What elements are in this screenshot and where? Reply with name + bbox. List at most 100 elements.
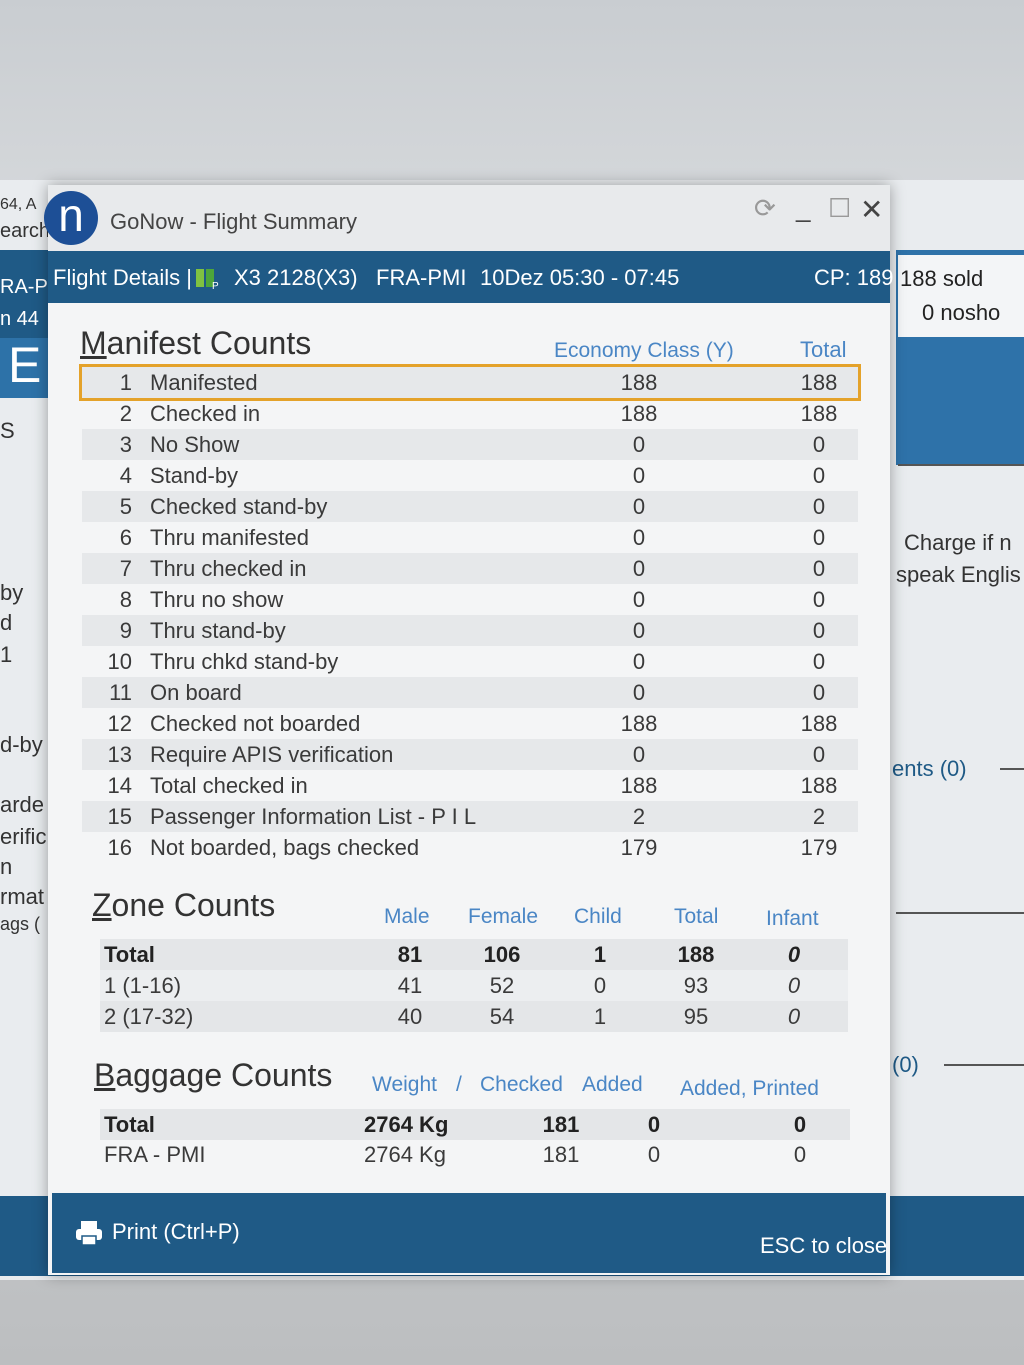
economy-value: 0 — [632, 742, 646, 767]
esc-to-close[interactable]: ESC to close — [760, 1233, 888, 1258]
total-value: 0 — [812, 432, 826, 457]
zone-col-child: Child — [574, 905, 622, 928]
manifest-row[interactable]: 11 On board 0 0 — [82, 677, 858, 708]
economy-value: 2 — [632, 804, 646, 829]
row-label: Thru stand-by — [150, 618, 286, 643]
flight-summary-dialog: n GoNow - Flight Summary ⟳ _ ☐ ✕ Flight … — [44, 185, 894, 1275]
baggage-weight: 2764 Kg — [364, 1112, 449, 1137]
manifest-counts-title: Manifest Counts — [80, 325, 312, 361]
total-header: Total — [800, 337, 847, 362]
row-label: Checked in — [150, 401, 261, 426]
row-number: 10 — [107, 649, 132, 674]
app-logo: n — [44, 191, 98, 245]
printer-icon[interactable] — [74, 1219, 104, 1247]
zone-infant: 0 — [787, 973, 801, 998]
baggage-row[interactable]: Total 2764 Kg 181 0 0 — [100, 1109, 850, 1140]
row-number: 16 — [107, 835, 132, 860]
total-value: 0 — [812, 742, 826, 767]
flight-details-label: Flight Details | — [53, 265, 192, 290]
manifest-row[interactable]: 16 Not boarded, bags checked 179 179 — [82, 832, 858, 863]
print-button[interactable]: Print (Ctrl+P) — [112, 1219, 240, 1244]
baggage-col-weight: Weight — [372, 1073, 437, 1096]
manifest-row[interactable]: 7 Thru checked in 0 0 — [82, 553, 858, 584]
zone-row[interactable]: 2 (17-32) 40 54 1 95 0 — [100, 1001, 848, 1032]
manifest-row[interactable]: 3 No Show 0 0 — [82, 429, 858, 460]
manifest-row[interactable]: 8 Thru no show 0 0 — [82, 584, 858, 615]
economy-class-header: Economy Class (Y) — [554, 339, 734, 362]
economy-value: 188 — [620, 711, 658, 736]
manifest-row[interactable]: 15 Passenger Information List - P I L 2 … — [82, 801, 858, 832]
baggage-checked: 181 — [542, 1112, 580, 1137]
manifest-row[interactable]: 9 Thru stand-by 0 0 — [82, 615, 858, 646]
total-value: 188 — [800, 401, 838, 426]
zone-col-female: Female — [468, 905, 539, 928]
manifest-row[interactable]: 1 Manifested 188 188 — [79, 364, 861, 401]
zone-male: 81 — [397, 942, 423, 967]
minimize-button[interactable]: _ — [796, 193, 811, 223]
row-number: 9 — [119, 618, 132, 643]
zone-label: 2 (17-32) — [104, 1004, 194, 1029]
manifest-row[interactable]: 4 Stand-by 0 0 — [82, 460, 858, 491]
economy-value: 0 — [632, 494, 646, 519]
bg-divider — [896, 912, 1024, 914]
capacity: CP: 189 — [814, 265, 894, 290]
economy-value: 188 — [620, 401, 658, 426]
flight-datetime: 10Dez 05:30 - 07:45 — [480, 265, 680, 290]
economy-value: 0 — [632, 649, 646, 674]
economy-value: 0 — [632, 680, 646, 705]
bg-fragment: RA-P — [0, 276, 48, 298]
bg-fragment: speak Englis — [896, 562, 1021, 587]
manifest-row[interactable]: 13 Require APIS verification 0 0 — [82, 739, 858, 770]
manifest-row[interactable]: 10 Thru chkd stand-by 0 0 — [82, 646, 858, 677]
zone-total: 95 — [683, 1004, 709, 1029]
economy-value: 179 — [620, 835, 658, 860]
refresh-icon[interactable]: ⟳ — [754, 193, 776, 223]
manifest-row[interactable]: 6 Thru manifested 0 0 — [82, 522, 858, 553]
row-number: 14 — [107, 773, 132, 798]
bg-fragment: earch — [0, 220, 51, 242]
bg-sold-count: 188 sold — [900, 266, 984, 291]
bg-fragment: d — [0, 610, 13, 635]
row-label: On board — [150, 680, 242, 705]
maximize-button[interactable]: ☐ — [828, 193, 852, 223]
row-label: Thru manifested — [150, 525, 309, 550]
baggage-col-added: Added — [582, 1073, 643, 1096]
bg-fragment: 1 — [0, 642, 13, 667]
total-value: 0 — [812, 649, 826, 674]
bg-fragment: Charge if n — [904, 530, 1012, 555]
zone-total: 188 — [677, 942, 715, 967]
row-label: Manifested — [150, 370, 258, 395]
flight-route: FRA-PMI — [376, 265, 467, 290]
svg-text:P: P — [212, 281, 219, 291]
zone-col-male: Male — [384, 905, 430, 928]
zone-infant: 0 — [787, 942, 801, 967]
manifest-row[interactable]: 12 Checked not boarded 188 188 — [82, 708, 858, 739]
total-value: 0 — [812, 680, 826, 705]
total-value: 0 — [812, 525, 826, 550]
total-value: 188 — [800, 773, 838, 798]
baggage-checked: 181 — [542, 1142, 580, 1167]
zone-row[interactable]: Total 81 106 1 188 0 — [100, 939, 848, 970]
bg-fragment: (0) — [892, 1052, 919, 1077]
bg-fragment: d-by — [0, 732, 43, 757]
manifest-row[interactable]: 5 Checked stand-by 0 0 — [82, 491, 858, 522]
manifest-row[interactable]: 2 Checked in 188 188 — [82, 398, 858, 429]
close-button[interactable]: ✕ — [860, 194, 884, 225]
background-right-panel — [898, 255, 1024, 337]
title-bar[interactable]: n GoNow - Flight Summary ⟳ _ ☐ ✕ — [44, 185, 890, 251]
window-title: GoNow - Flight Summary — [110, 209, 357, 234]
manifest-row[interactable]: 14 Total checked in 188 188 — [82, 770, 858, 801]
baggage-row[interactable]: FRA - PMI 2764 Kg 181 0 0 — [100, 1139, 850, 1170]
bg-fragment: n — [0, 854, 13, 879]
row-number: 15 — [107, 804, 132, 829]
baggage-label: FRA - PMI — [104, 1142, 206, 1167]
baggage-added: 0 — [647, 1112, 661, 1137]
zone-row[interactable]: 1 (1-16) 41 52 0 93 0 — [100, 970, 848, 1001]
row-number: 4 — [119, 463, 132, 488]
economy-value: 0 — [632, 463, 646, 488]
zone-col-total: Total — [674, 905, 719, 928]
row-number: 3 — [119, 432, 132, 457]
baggage-col-added-printed: Added, Printed — [680, 1077, 819, 1100]
row-number: 1 — [119, 370, 132, 395]
row-number: 8 — [119, 587, 132, 612]
